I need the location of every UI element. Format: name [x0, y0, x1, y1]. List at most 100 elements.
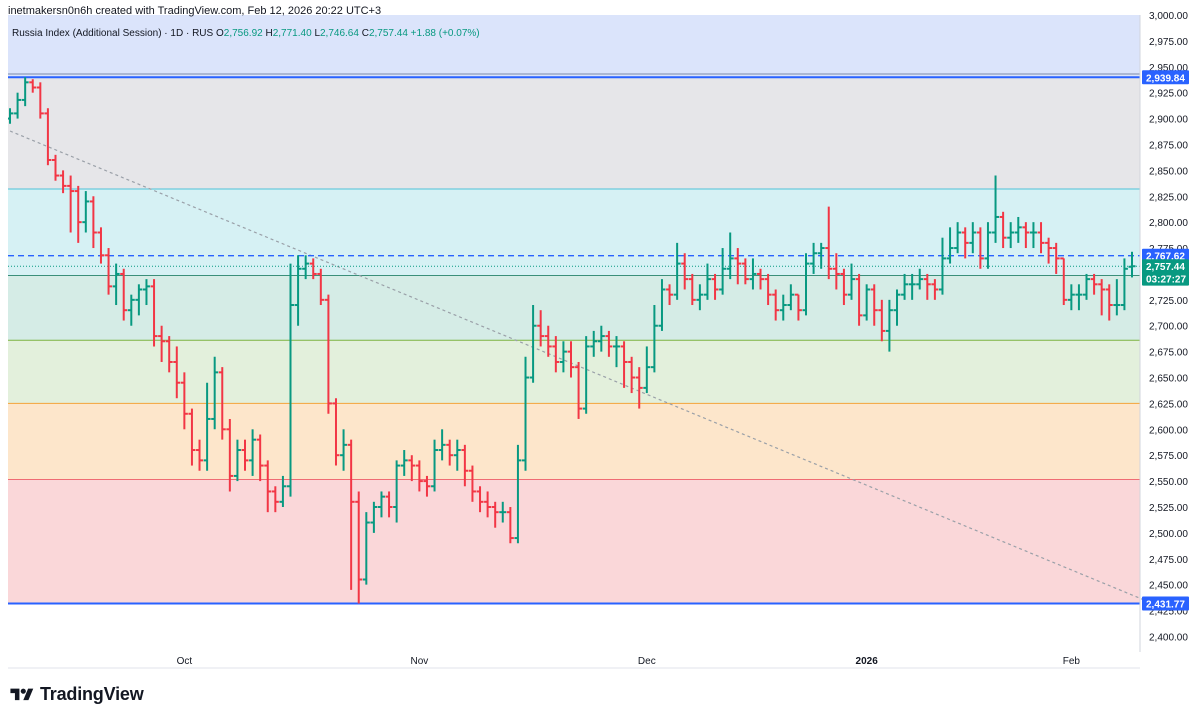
ohlc-bar — [1067, 284, 1075, 311]
ohlc-bar — [764, 273, 772, 306]
ohlc-bar — [271, 486, 279, 513]
ohlc-bar — [893, 289, 901, 326]
ohlc-bar — [415, 460, 423, 492]
ohlc-bar — [1052, 242, 1060, 274]
y-tick-label: 2,625.00 — [1149, 399, 1188, 410]
fib-zone — [8, 275, 1140, 341]
ohlc-bar — [347, 439, 355, 590]
ohlc-bar — [620, 341, 628, 388]
ohlc-bar — [180, 372, 188, 430]
ohlc-bar — [468, 465, 476, 502]
tradingview-logo[interactable]: TradingView — [10, 684, 144, 705]
price-label-text: 2,939.84 — [1146, 73, 1185, 84]
ohlc-bar — [127, 294, 135, 326]
ohlc-bar — [825, 206, 833, 280]
ohlc-bar — [552, 336, 560, 373]
fib-zone — [8, 189, 1140, 276]
ohlc-bar — [309, 258, 317, 280]
trendline[interactable] — [9, 130, 1148, 602]
y-tick-label: 2,800.00 — [1149, 218, 1188, 229]
ohlc-bar — [1113, 279, 1121, 316]
ohlc-bar — [302, 255, 310, 280]
ohlc-bar — [14, 92, 22, 119]
ohlc-bar — [757, 268, 765, 290]
ohlc-bar — [681, 253, 689, 290]
ohlc-bar — [961, 227, 969, 259]
y-tick-label: 2,525.00 — [1149, 503, 1188, 514]
ohlc-bar — [916, 268, 924, 290]
ohlc-bar — [165, 336, 173, 373]
ohlc-bar — [650, 305, 658, 373]
ohlc-bar — [233, 439, 241, 482]
y-tick-label: 2,475.00 — [1149, 555, 1188, 566]
ohlc-bar — [908, 273, 916, 300]
x-tick-label: 2026 — [856, 656, 879, 667]
legend-o-label: O — [216, 28, 224, 39]
price-label-text: 2,431.77 — [1146, 600, 1185, 611]
tradingview-wordmark: TradingView — [40, 684, 144, 704]
price-label-box — [1142, 248, 1189, 263]
ohlc-bar — [74, 185, 82, 243]
ohlc-bar — [196, 439, 204, 471]
y-tick-label: 2,825.00 — [1149, 192, 1188, 203]
ohlc-bar — [82, 191, 90, 233]
fib-zone — [8, 15, 1140, 78]
price-label-text: 03:27:27 — [1146, 275, 1186, 286]
ohlc-bar — [67, 175, 75, 233]
ohlc-bar — [188, 408, 196, 466]
ohlc-bar — [150, 279, 158, 347]
y-tick-label: 2,400.00 — [1149, 632, 1188, 643]
ohlc-bar — [112, 263, 120, 306]
ohlc-bar — [1105, 284, 1113, 321]
ohlc-bar — [726, 232, 734, 280]
ohlc-bar — [408, 455, 416, 482]
ohlc-bar — [59, 170, 67, 194]
y-tick-label: 2,550.00 — [1149, 477, 1188, 488]
x-tick-label: Nov — [410, 656, 428, 667]
ohlc-bar — [287, 263, 294, 497]
ohlc-bar — [901, 273, 909, 300]
ohlc-bar — [1060, 257, 1068, 306]
ohlc-bar — [249, 429, 257, 476]
ohlc-bar — [142, 279, 150, 306]
ohlc-bar — [423, 475, 431, 497]
fib-zone — [8, 479, 1140, 604]
ohlc-bar — [840, 268, 848, 306]
ohlc-bar — [597, 325, 605, 352]
ohlc-bar — [370, 501, 378, 533]
ohlc-bar — [29, 79, 37, 93]
ohlc-bar — [969, 222, 977, 254]
ohlc-bar — [158, 325, 166, 362]
legend-high: 2,771.40 — [273, 28, 315, 39]
y-tick-label: 2,425.00 — [1149, 607, 1188, 618]
ohlc-bar — [218, 367, 226, 440]
ohlc-bar — [810, 242, 818, 274]
ohlc-bar — [567, 341, 575, 378]
ohlc-bar — [355, 491, 363, 604]
ohlc-bar — [848, 263, 855, 300]
ohlc-bar — [696, 284, 704, 311]
ohlc-bar — [8, 108, 14, 124]
ohlc-bar — [120, 268, 128, 321]
x-tick-label: Dec — [638, 656, 656, 667]
y-tick-label: 2,700.00 — [1149, 322, 1188, 333]
ohlc-bar — [931, 279, 939, 300]
ohlc-bar — [658, 279, 666, 331]
ohlc-bar — [1090, 273, 1098, 295]
legend-close: 2,757.44 — [369, 28, 411, 39]
ohlc-bar — [954, 222, 962, 254]
ohlc-bar — [635, 367, 643, 409]
ohlc-bar — [1014, 216, 1022, 243]
ohlc-bar — [294, 255, 302, 326]
ohlc-bar — [211, 356, 219, 430]
legend-symbol: Russia Index (Additional Session) · 1D ·… — [12, 28, 216, 39]
ohlc-bar — [21, 77, 29, 107]
ohlc-bar — [612, 336, 620, 368]
y-tick-label: 2,450.00 — [1149, 581, 1188, 592]
ohlc-bar — [362, 512, 370, 585]
ohlc-bar — [1045, 237, 1053, 264]
ohlc-bar — [499, 501, 507, 523]
ohlc-bar — [772, 289, 780, 321]
